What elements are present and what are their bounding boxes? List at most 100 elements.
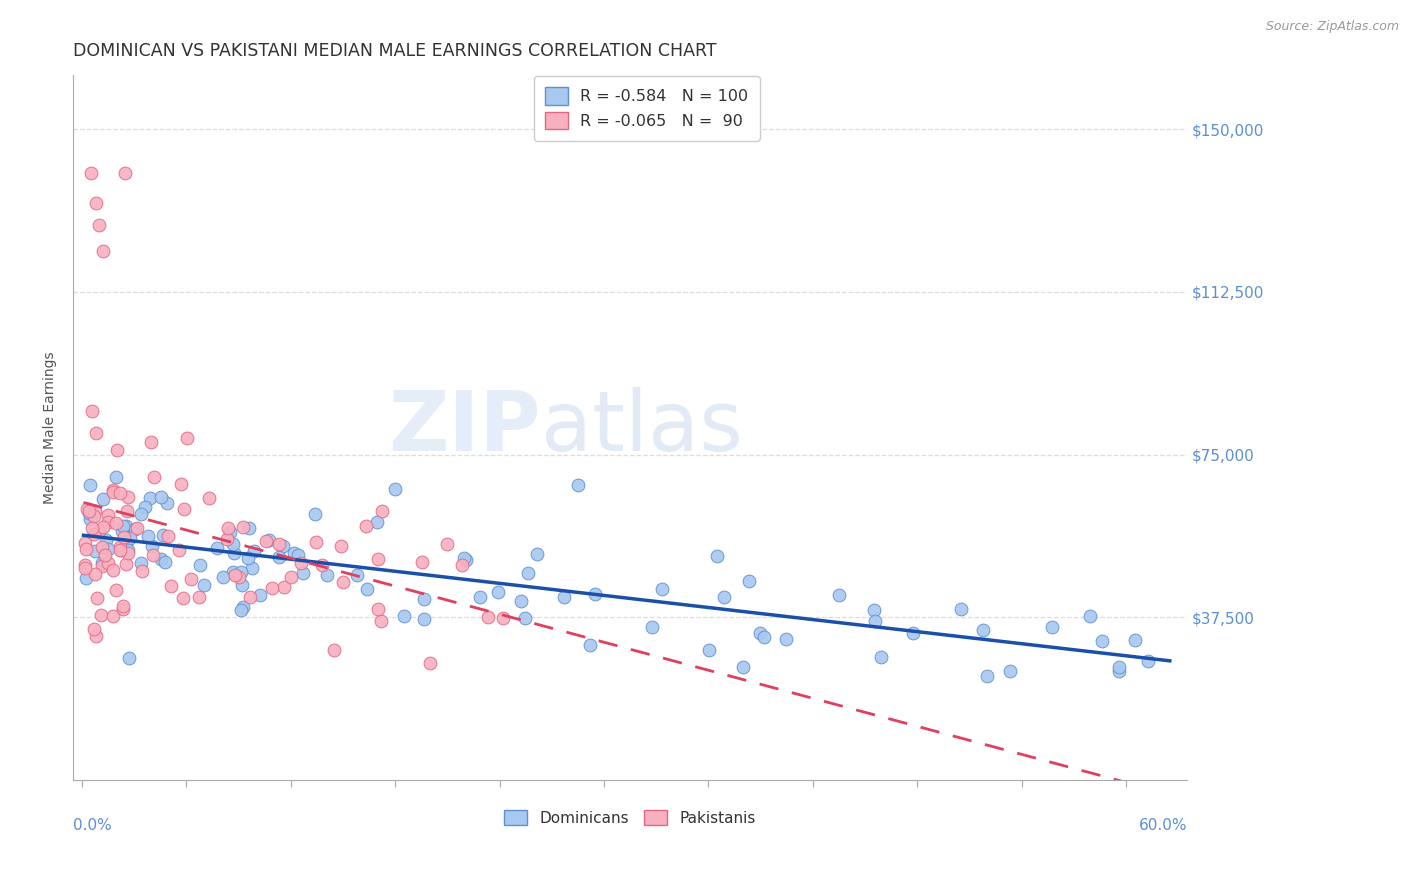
Point xyxy=(86,591,108,606)
Point xyxy=(219,524,242,539)
Point xyxy=(79,478,101,492)
Point xyxy=(120,531,142,545)
Point xyxy=(492,611,515,625)
Point xyxy=(97,508,120,522)
Point xyxy=(231,578,253,592)
Point xyxy=(180,573,202,587)
Point xyxy=(75,542,97,557)
Point xyxy=(97,515,120,529)
Point xyxy=(156,529,179,543)
Point xyxy=(733,660,755,674)
Point xyxy=(108,540,131,554)
Point xyxy=(238,521,260,535)
Point xyxy=(131,556,153,570)
Point xyxy=(90,608,112,623)
Point xyxy=(273,580,295,594)
Point xyxy=(110,542,132,557)
Point xyxy=(1091,633,1114,648)
Point xyxy=(1123,632,1146,647)
Point xyxy=(749,625,772,640)
Point xyxy=(697,642,720,657)
Point xyxy=(76,502,98,516)
Point xyxy=(142,548,165,562)
Point xyxy=(75,536,97,550)
Point xyxy=(83,544,105,558)
Point xyxy=(901,626,924,640)
Point xyxy=(271,539,294,553)
Point xyxy=(83,509,105,524)
Point xyxy=(117,546,139,560)
Point xyxy=(188,558,211,572)
Point xyxy=(453,551,475,566)
Point xyxy=(354,519,377,533)
Point xyxy=(311,558,333,572)
Point xyxy=(97,542,120,557)
Point xyxy=(87,524,110,539)
Point xyxy=(323,642,346,657)
Point xyxy=(450,558,472,573)
Point xyxy=(513,611,536,625)
Point xyxy=(371,504,394,518)
Point xyxy=(775,632,797,646)
Point xyxy=(91,559,114,574)
Point xyxy=(257,533,280,547)
Point xyxy=(367,602,389,616)
Point xyxy=(112,602,135,616)
Point xyxy=(510,594,533,608)
Point xyxy=(110,542,132,557)
Point xyxy=(212,569,235,583)
Text: 60.0%: 60.0% xyxy=(1139,818,1187,833)
Point xyxy=(578,638,600,652)
Point xyxy=(75,571,97,585)
Point xyxy=(139,491,162,505)
Point xyxy=(283,546,305,560)
Point xyxy=(215,533,238,547)
Point xyxy=(1137,653,1160,667)
Point xyxy=(222,537,245,551)
Point xyxy=(863,614,886,628)
Point xyxy=(159,579,181,593)
Point xyxy=(187,590,209,604)
Point xyxy=(754,630,776,644)
Point xyxy=(84,504,107,518)
Text: DOMINICAN VS PAKISTANI MEDIAN MALE EARNINGS CORRELATION CHART: DOMINICAN VS PAKISTANI MEDIAN MALE EARNI… xyxy=(73,42,717,60)
Y-axis label: Median Male Earnings: Median Male Earnings xyxy=(44,351,58,504)
Point xyxy=(828,588,851,602)
Point xyxy=(172,591,194,606)
Point xyxy=(222,546,245,560)
Point xyxy=(269,549,291,564)
Point xyxy=(101,483,124,497)
Point xyxy=(243,544,266,558)
Point xyxy=(131,565,153,579)
Point xyxy=(105,516,128,531)
Point xyxy=(111,524,134,538)
Point xyxy=(167,543,190,558)
Point xyxy=(304,535,326,549)
Point xyxy=(236,550,259,565)
Point xyxy=(526,547,548,561)
Point xyxy=(136,529,159,543)
Point xyxy=(127,521,149,535)
Point xyxy=(232,599,254,614)
Point xyxy=(170,476,193,491)
Point xyxy=(96,533,118,547)
Point xyxy=(346,568,368,582)
Point xyxy=(972,623,994,637)
Point xyxy=(111,599,134,613)
Point xyxy=(239,591,262,605)
Point xyxy=(150,491,173,505)
Point xyxy=(330,540,353,554)
Point xyxy=(517,566,540,580)
Point xyxy=(105,470,128,484)
Point xyxy=(468,590,491,604)
Point xyxy=(84,629,107,643)
Point xyxy=(976,668,998,682)
Point xyxy=(205,541,228,556)
Point xyxy=(117,543,139,558)
Point xyxy=(79,511,101,525)
Point xyxy=(129,507,152,521)
Point xyxy=(1040,620,1063,634)
Point xyxy=(97,556,120,570)
Text: Source: ZipAtlas.com: Source: ZipAtlas.com xyxy=(1265,20,1399,33)
Point xyxy=(117,491,139,505)
